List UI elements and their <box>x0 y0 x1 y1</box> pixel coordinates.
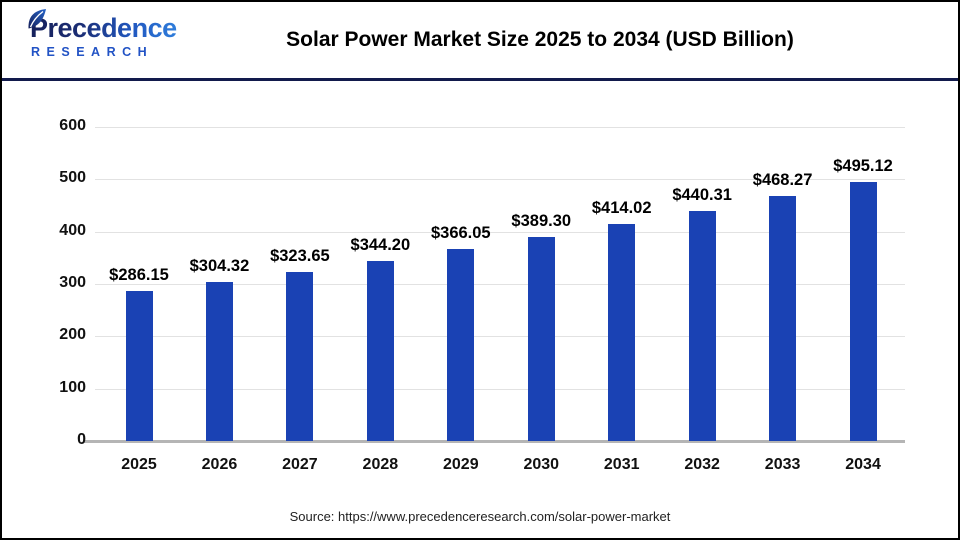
bar <box>286 271 314 441</box>
logo: Precedence RESEARCH <box>28 9 177 59</box>
y-tick-label: 400 <box>59 221 86 239</box>
x-axis-line <box>83 440 905 443</box>
x-tick-label: 2029 <box>443 456 479 473</box>
x-tick-label: 2028 <box>362 456 399 473</box>
bar-value-label: $323.65 <box>270 246 330 265</box>
bar <box>447 249 475 441</box>
y-tick-label: 300 <box>59 274 86 291</box>
x-tick-label: 2031 <box>603 456 640 473</box>
bar-value-label: $440.31 <box>672 185 732 204</box>
bar <box>849 181 877 441</box>
y-gridline <box>95 388 905 390</box>
y-tick-label: 600 <box>59 117 86 134</box>
y-gridline <box>95 127 905 128</box>
bar <box>366 260 394 441</box>
bar-value-label: $414.02 <box>591 199 652 218</box>
x-tick-label: 2033 <box>764 456 801 473</box>
x-tick-label: 2027 <box>282 456 318 473</box>
y-gridline <box>95 179 905 181</box>
x-tick-label: 2030 <box>523 456 560 473</box>
y-tick-label: 500 <box>59 169 86 187</box>
bar <box>608 224 636 441</box>
y-gridline <box>95 231 905 233</box>
bar-value-label: $304.32 <box>189 256 250 275</box>
bar-value-label: $389.30 <box>511 212 572 231</box>
y-tick-label: 100 <box>59 378 86 396</box>
logo-subname: RESEARCH <box>31 45 154 59</box>
y-tick-label: 200 <box>59 326 86 344</box>
logo-name: Precedence <box>30 13 177 43</box>
bar <box>688 210 716 441</box>
x-tick-label: 2032 <box>684 456 720 473</box>
bar <box>527 237 555 441</box>
bar <box>769 195 797 441</box>
header: Precedence RESEARCH Solar Power Market S… <box>2 2 958 81</box>
chart-title: Solar Power Market Size 2025 to 2034 (US… <box>286 28 794 51</box>
bar <box>205 281 233 441</box>
bar <box>125 291 153 441</box>
y-gridline <box>95 284 905 285</box>
y-gridline <box>95 336 905 338</box>
logo-wordmark: Precedence <box>28 9 177 43</box>
bar-value-label: $366.05 <box>430 224 491 243</box>
x-tick-label: 2025 <box>121 456 157 473</box>
y-tick-label: 0 <box>77 431 86 448</box>
x-tick-label: 2026 <box>201 456 238 473</box>
leaf-icon <box>28 9 46 29</box>
source-text: Source: https://www.precedenceresearch.c… <box>289 509 671 524</box>
bar-value-label: $286.15 <box>109 266 169 285</box>
x-tick-label: 2034 <box>845 456 881 473</box>
bar-value-label: $344.20 <box>350 235 411 254</box>
bar-value-label: $468.27 <box>752 170 813 189</box>
bar-value-label: $495.12 <box>833 156 893 175</box>
